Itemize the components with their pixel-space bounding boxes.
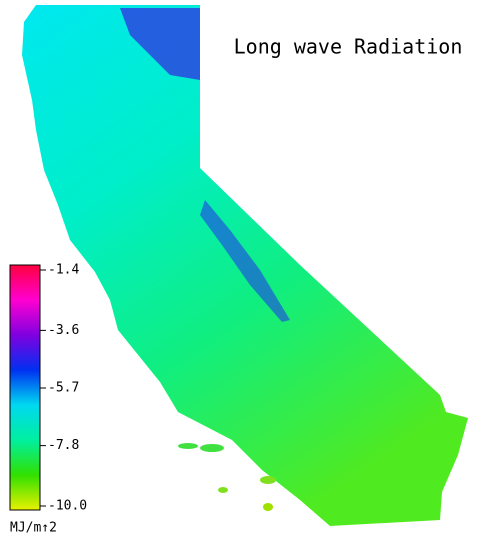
island (218, 487, 228, 493)
colorbar-tick-label: -7.8 (48, 438, 79, 453)
colorbar-tick-label: -10.0 (48, 499, 87, 514)
island (263, 503, 273, 511)
colorbar-tick-label: -1.4 (48, 263, 79, 278)
colorbar-tick-label: -3.6 (48, 323, 79, 338)
island (178, 443, 198, 449)
colorbar (9, 264, 41, 511)
california-map (22, 5, 468, 526)
high-radiation-patch (120, 8, 200, 80)
map-title: Long wave Radiation (234, 35, 463, 59)
island (260, 476, 276, 484)
island (200, 444, 224, 452)
colorbar-label: MJ/m↑2 (10, 521, 57, 536)
colorbar-tick-label: -5.7 (48, 381, 79, 396)
colorbar-ticks: -1.4 -3.6 -5.7 -7.8 -10.0 (40, 263, 87, 514)
sierra-patch (200, 200, 290, 322)
